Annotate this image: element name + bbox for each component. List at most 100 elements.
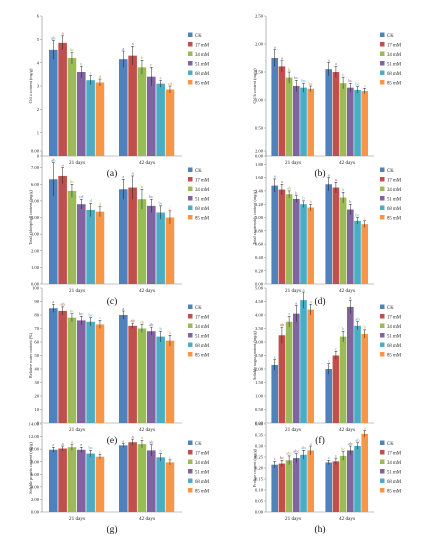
y-tick-label: 2.00 <box>31 248 40 253</box>
legend-label: 34 mM <box>387 53 402 58</box>
significance-letter: ab <box>149 322 154 327</box>
bar-51mm <box>147 205 156 284</box>
bar-85mm <box>165 462 175 512</box>
legend-swatch <box>188 42 193 47</box>
y-tick-label: 1.00 <box>255 98 264 103</box>
significance-letter: bc <box>70 179 74 184</box>
significance-letter: a <box>281 179 283 184</box>
y-tick-label: 0.60 <box>255 242 264 247</box>
x-tick-label: 42 days <box>339 427 355 433</box>
legend-swatch <box>188 215 193 220</box>
bar-ck <box>119 445 128 512</box>
significance-letter: b <box>302 196 305 201</box>
legend-swatch <box>380 459 385 464</box>
y-tick-label: 0 <box>37 421 40 426</box>
y-tick-label: 0.15 <box>255 477 264 482</box>
significance-letter: bc <box>70 47 74 52</box>
bar-68mm <box>354 446 361 512</box>
significance-letter: c <box>169 206 171 211</box>
y-tick-label: 1.50 <box>255 380 264 385</box>
significance-letter: a <box>302 287 304 292</box>
y-tick-label: 4.00 <box>31 484 40 489</box>
significance-letter: c <box>328 455 330 460</box>
significance-letter: b <box>364 325 367 330</box>
bar-68mm <box>86 453 95 512</box>
legend-swatch <box>188 352 193 357</box>
legend-label: 51 mM <box>195 470 210 475</box>
legend-label: 17 mM <box>195 43 210 48</box>
legend-swatch <box>380 167 385 172</box>
x-tick-label: 21 days <box>285 288 301 294</box>
bar-68mm <box>156 457 165 512</box>
legend-label: CK <box>387 306 394 311</box>
bar-51mm <box>347 306 354 423</box>
significance-letter: a <box>52 442 54 447</box>
y-tick-label: 100 <box>32 286 40 291</box>
x-tick-label: 21 days <box>285 160 301 166</box>
bar-68mm <box>156 336 165 423</box>
legend-label: 85 mM <box>387 353 402 358</box>
legend-swatch <box>380 32 385 37</box>
significance-letter: a <box>71 439 73 444</box>
bar-68mm <box>86 321 95 423</box>
bar-17mm <box>332 72 340 156</box>
legend-swatch <box>380 314 385 319</box>
significance-letter: a <box>132 171 134 176</box>
legend-label: 17 mM <box>387 178 402 183</box>
significance-letter: c <box>169 455 171 460</box>
bar-17mm <box>332 187 340 284</box>
legend-label: 85 mM <box>195 353 210 358</box>
bar-ck <box>325 69 333 156</box>
bar-51mm <box>77 320 86 423</box>
legend-label: 51 mM <box>195 334 210 339</box>
y-tick-label: 2.00 <box>255 367 264 372</box>
y-tick-label: 3 <box>37 84 40 89</box>
significance-letter: c <box>99 449 101 454</box>
significance-letter: ab <box>60 302 65 307</box>
y-tick-label: 0.40 <box>255 422 264 427</box>
legend-swatch <box>380 196 385 201</box>
y-tick-label: 0.30 <box>255 444 264 449</box>
x-tick-label: 21 days <box>69 288 85 294</box>
significance-letter: bc <box>70 308 74 313</box>
bar-34mm <box>339 83 347 156</box>
x-tick-label: 42 days <box>139 288 155 294</box>
bar-85mm <box>95 324 105 423</box>
y-tick-label: 2 <box>37 107 40 112</box>
y-tick-label: 0.05 <box>255 499 264 504</box>
significance-letter: c <box>150 62 152 67</box>
significance-letter: c <box>274 456 276 461</box>
bar-51mm <box>77 449 86 512</box>
legend-swatch <box>380 450 385 455</box>
y-tick-label: 60 <box>34 340 39 345</box>
significance-letter: ab <box>149 440 154 445</box>
legend-label: 17 mM <box>387 451 402 456</box>
significance-letter: a <box>80 442 82 447</box>
bar-85mm <box>361 433 369 512</box>
legend-swatch <box>188 333 193 338</box>
bar-51mm <box>77 204 86 284</box>
legend-label: 17 mM <box>195 178 210 183</box>
legend-label: 85 mM <box>195 81 210 86</box>
significance-letter: b <box>342 72 345 77</box>
y-tick-label: 2.00 <box>255 149 264 154</box>
significance-letter: bc <box>294 75 298 80</box>
bar-51mm <box>147 76 156 156</box>
significance-letter: a <box>335 177 337 182</box>
bar-17mm <box>332 355 340 423</box>
legend-label: CK <box>387 34 394 39</box>
y-tick-label: 2.50 <box>255 353 264 358</box>
y-tick-label: 0.20 <box>255 466 264 471</box>
y-tick-label: 0.00 <box>255 510 264 515</box>
legend-swatch <box>188 450 193 455</box>
bar-34mm <box>339 197 347 284</box>
y-tick-label: 14.00 <box>29 422 40 427</box>
legend-swatch <box>188 205 193 210</box>
legend-label: 17 mM <box>387 43 402 48</box>
significance-letter: a <box>335 61 337 66</box>
chart-panel-c: 0.00 1.00 2.00 3.00 4.00 5.00 6.00 7.00 8.00 Tota… <box>28 149 210 307</box>
bar-85mm <box>165 89 175 156</box>
legend-swatch <box>188 304 193 309</box>
y-tick-label: 40 <box>34 367 39 372</box>
bar-17mm <box>332 461 340 512</box>
